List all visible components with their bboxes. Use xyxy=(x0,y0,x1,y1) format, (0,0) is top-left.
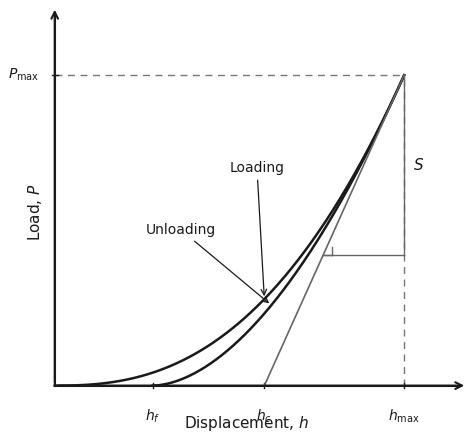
Text: $S$: $S$ xyxy=(413,157,424,173)
Text: $h_\mathrm{max}$: $h_\mathrm{max}$ xyxy=(388,407,420,425)
Text: $h_c$: $h_c$ xyxy=(256,407,273,425)
Text: Unloading: Unloading xyxy=(146,223,268,302)
Text: $P_\mathrm{max}$: $P_\mathrm{max}$ xyxy=(8,67,39,84)
Text: Loading: Loading xyxy=(229,161,284,295)
Text: Load, $P$: Load, $P$ xyxy=(27,183,45,241)
Text: Displacement, $h$: Displacement, $h$ xyxy=(184,414,310,433)
Text: $h_f$: $h_f$ xyxy=(145,407,160,425)
